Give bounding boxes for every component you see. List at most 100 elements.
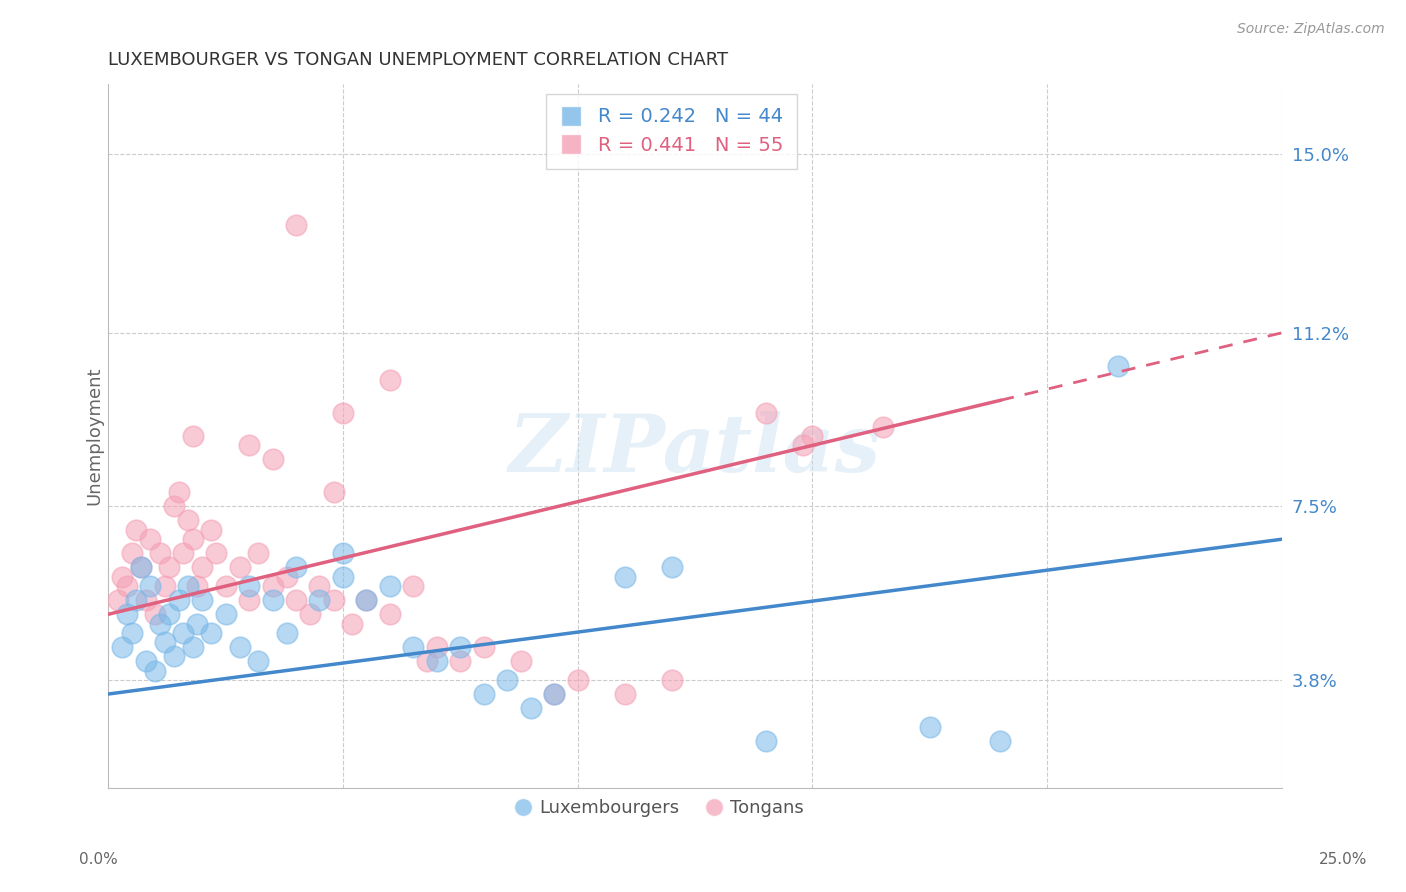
Point [426, 654, 449, 668]
Point [1107, 359, 1129, 373]
Point [322, 485, 344, 500]
Point [121, 546, 143, 560]
Point [661, 673, 683, 687]
Point [754, 405, 776, 419]
Point [167, 593, 190, 607]
Point [129, 560, 152, 574]
Point [247, 546, 270, 560]
Point [449, 640, 471, 654]
Point [308, 579, 330, 593]
Point [613, 570, 636, 584]
Point [111, 570, 134, 584]
Point [157, 560, 180, 574]
Point [214, 607, 236, 622]
Point [416, 654, 439, 668]
Point [332, 405, 354, 419]
Point [262, 593, 284, 607]
Text: Source: ZipAtlas.com: Source: ZipAtlas.com [1237, 22, 1385, 37]
Point [228, 560, 250, 574]
Point [177, 579, 200, 593]
Point [163, 649, 186, 664]
Point [181, 640, 204, 654]
Point [262, 452, 284, 467]
Point [228, 640, 250, 654]
Point [238, 593, 260, 607]
Point [356, 593, 378, 607]
Point [205, 546, 228, 560]
Point [172, 626, 194, 640]
Text: 25.0%: 25.0% [1319, 852, 1367, 867]
Point [247, 654, 270, 668]
Point [200, 626, 222, 640]
Point [167, 485, 190, 500]
Point [107, 593, 129, 607]
Point [322, 593, 344, 607]
Point [792, 438, 814, 452]
Point [111, 640, 134, 654]
Point [181, 532, 204, 546]
Y-axis label: Unemployment: Unemployment [86, 367, 103, 505]
Point [519, 701, 541, 715]
Point [214, 579, 236, 593]
Point [149, 616, 172, 631]
Point [402, 640, 425, 654]
Point [191, 560, 214, 574]
Point [125, 593, 148, 607]
Point [356, 593, 378, 607]
Point [285, 593, 308, 607]
Point [177, 513, 200, 527]
Point [238, 438, 260, 452]
Point [143, 664, 166, 678]
Point [567, 673, 589, 687]
Point [238, 579, 260, 593]
Point [332, 570, 354, 584]
Point [510, 654, 533, 668]
Point [543, 687, 565, 701]
Point [402, 579, 425, 593]
Point [378, 373, 401, 387]
Point [918, 720, 941, 734]
Point [613, 687, 636, 701]
Point [378, 579, 401, 593]
Point [186, 616, 208, 631]
Point [181, 429, 204, 443]
Point [378, 607, 401, 622]
Point [157, 607, 180, 622]
Point [191, 593, 214, 607]
Point [172, 546, 194, 560]
Point [342, 616, 364, 631]
Point [276, 626, 298, 640]
Point [988, 734, 1011, 748]
Point [276, 570, 298, 584]
Point [496, 673, 519, 687]
Point [143, 607, 166, 622]
Point [285, 560, 308, 574]
Point [801, 429, 824, 443]
Text: ZIPatlas: ZIPatlas [509, 411, 882, 489]
Point [472, 687, 495, 701]
Point [139, 579, 162, 593]
Point [186, 579, 208, 593]
Point [135, 593, 157, 607]
Point [661, 560, 683, 574]
Point [262, 579, 284, 593]
Point [472, 640, 495, 654]
Point [285, 218, 308, 232]
Point [299, 607, 322, 622]
Point [163, 500, 186, 514]
Point [129, 560, 152, 574]
Point [135, 654, 157, 668]
Point [115, 607, 138, 622]
Point [308, 593, 330, 607]
Point [121, 626, 143, 640]
Text: 0.0%: 0.0% [79, 852, 118, 867]
Point [332, 546, 354, 560]
Point [139, 532, 162, 546]
Point [200, 523, 222, 537]
Point [754, 734, 776, 748]
Text: LUXEMBOURGER VS TONGAN UNEMPLOYMENT CORRELATION CHART: LUXEMBOURGER VS TONGAN UNEMPLOYMENT CORR… [108, 51, 728, 69]
Point [153, 635, 176, 649]
Point [153, 579, 176, 593]
Point [149, 546, 172, 560]
Point [125, 523, 148, 537]
